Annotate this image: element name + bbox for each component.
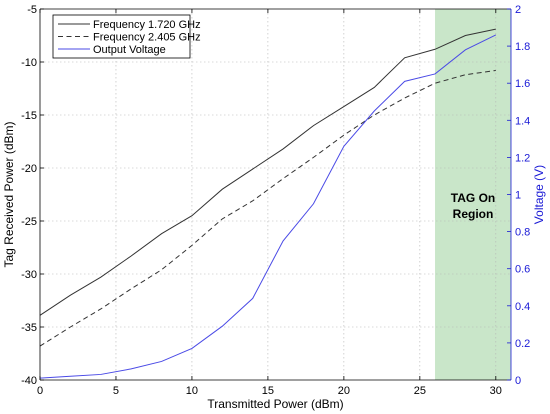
x-tick-label-6: 30 — [490, 385, 502, 397]
y2-tick-label-0: 0 — [515, 375, 521, 387]
y2-tick-label-1: 0.2 — [515, 338, 530, 350]
x-tick-label-0: 0 — [37, 385, 43, 397]
series-group — [39, 28, 497, 379]
shaded-region-rect — [435, 9, 511, 380]
y-tick-label-3: -25 — [21, 216, 37, 228]
y-tick-label-2: -30 — [21, 269, 37, 281]
y-axis-title-left: Tag Received Power (dBm) — [2, 121, 16, 267]
x-tick-label-5: 25 — [414, 385, 426, 397]
legend-label-0: Frequency 1.720 GHz — [93, 19, 201, 31]
y2-tick-label-3: 0.6 — [515, 264, 530, 276]
plot-background — [40, 9, 511, 380]
legend-label-2: Output Voltage — [93, 44, 166, 56]
y2-tick-label-2: 0.4 — [515, 301, 530, 313]
y2-tick-label-9: 1.8 — [515, 41, 530, 53]
y-axis-title-right: Voltage (V) — [532, 165, 546, 224]
y-tick-label-6: -10 — [21, 57, 37, 69]
tag-on-region: TAG On Region — [435, 9, 511, 380]
legend-label-1: Frequency 2.405 GHz — [93, 32, 201, 44]
axes — [39, 8, 512, 381]
x-tick-label-4: 20 — [338, 385, 350, 397]
shaded-region-label-1: Region — [453, 207, 494, 221]
series-line-2 — [39, 34, 497, 379]
y2-tick-label-5: 1 — [515, 190, 521, 202]
y2-tick-label-4: 0.8 — [515, 227, 530, 239]
x-axis-title: Transmitted Power (dBm) — [207, 397, 343, 411]
series-line-0 — [39, 28, 496, 316]
x-tick-label-1: 5 — [113, 385, 119, 397]
x-tick-label-3: 15 — [262, 385, 274, 397]
tick-labels: 0 5 10 15 20 25 30 -40 -35 -30 -25 -20 -15 -10 -5 0 0.2 0… — [21, 4, 530, 397]
y2-tick-label-10: 2 — [515, 4, 521, 16]
y-tick-label-5: -15 — [21, 110, 37, 122]
y2-tick-label-8: 1.6 — [515, 78, 530, 90]
y2-tick-label-7: 1.4 — [515, 115, 530, 127]
series-line-1 — [39, 69, 496, 347]
plot-area — [40, 9, 511, 380]
y-tick-label-0: -40 — [21, 375, 37, 387]
y2-tick-label-6: 1.2 — [515, 152, 530, 164]
shaded-region-label-0: TAG On — [451, 191, 495, 205]
y-tick-label-1: -35 — [21, 322, 37, 334]
y-tick-label-4: -20 — [21, 163, 37, 175]
y-tick-label-7: -5 — [27, 4, 37, 16]
grid — [40, 9, 511, 380]
x-tick-label-2: 10 — [186, 385, 198, 397]
